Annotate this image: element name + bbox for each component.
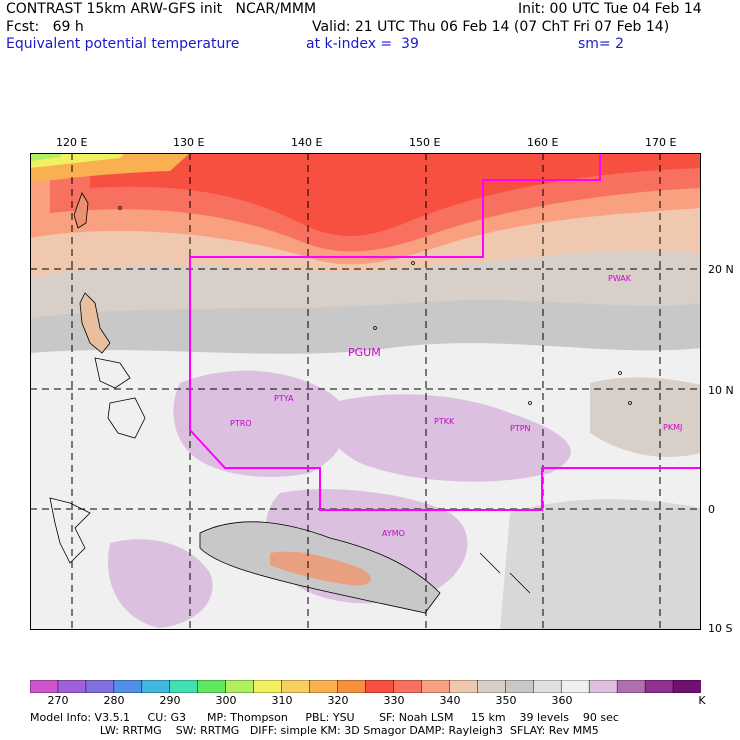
header-init-time: Init: 00 UTC Tue 04 Feb 14 <box>518 1 702 17</box>
land-luzon <box>79 292 111 354</box>
cb-label-280: 280 <box>103 694 125 707</box>
colorbar-swatch <box>616 680 646 693</box>
colorbar-swatch <box>672 680 701 693</box>
station-pwak: PWAK <box>608 274 632 283</box>
smoothing-label: sm= 2 <box>578 36 625 52</box>
colorbar-swatch <box>30 680 59 693</box>
station-ptkk: PTKK <box>434 417 455 426</box>
colorbar-swatch <box>253 680 283 693</box>
station-ptro: PTRO <box>230 419 252 428</box>
header-forecast-hour: Fcst: 69 h <box>6 19 84 35</box>
lon-label-150: 150 E <box>409 136 441 149</box>
field-name: Equivalent potential temperature <box>6 36 240 52</box>
land-mindanao <box>107 397 146 439</box>
lat-label-10n: 10 N <box>708 384 734 397</box>
map-frame <box>30 153 701 630</box>
model-info-line1: Model Info: V3.5.1 CU: G3 MP: Thompson P… <box>30 711 619 724</box>
land-sulawesi <box>49 497 91 564</box>
station-ptya: PTYA <box>274 394 294 403</box>
cb-unit: K <box>698 694 706 707</box>
band-300-corner <box>30 153 62 161</box>
lat-label-10s: 10 S <box>708 622 733 635</box>
lon-label-140: 140 E <box>291 136 323 149</box>
station-aymo: AYMO <box>382 529 405 538</box>
colorbar-swatch <box>365 680 395 693</box>
colorbar-swatch <box>449 680 479 693</box>
level-label: at k-index = 39 <box>306 36 419 52</box>
colorbar-swatch <box>560 680 590 693</box>
colorbar-swatch <box>337 680 367 693</box>
header-line1-left: CONTRAST 15km ARW-GFS init NCAR/MMM <box>6 1 317 17</box>
band-340-east-patch <box>590 377 701 457</box>
purple-patch-central <box>326 394 571 482</box>
cb-label-330: 330 <box>383 694 405 707</box>
lon-label-170: 170 E <box>645 136 677 149</box>
land-new-guinea-highlands <box>270 551 371 586</box>
colorbar-swatch <box>477 680 507 693</box>
purple-patch-sw <box>108 539 213 628</box>
land-visayas <box>94 357 131 389</box>
cb-label-320: 320 <box>327 694 349 707</box>
cb-label-270: 270 <box>47 694 69 707</box>
model-info-line2: LW: RRTMG SW: RRTMG DIFF: simple KM: 3D … <box>30 724 599 737</box>
colorbar-swatch <box>309 680 339 693</box>
cb-label-310: 310 <box>271 694 293 707</box>
lat-label-20n: 20 N <box>708 263 734 276</box>
colorbar-swatch <box>113 680 143 693</box>
lon-label-160: 160 E <box>527 136 559 149</box>
colorbar-swatch <box>281 680 311 693</box>
header-valid-time: Valid: 21 UTC Thu 06 Feb 14 (07 ChT Fri … <box>312 19 670 35</box>
lon-label-130: 130 E <box>173 136 205 149</box>
colorbar-swatch <box>421 680 451 693</box>
land-taiwan <box>73 192 89 229</box>
colorbar-swatch <box>85 680 115 693</box>
cb-label-360: 360 <box>551 694 573 707</box>
lat-lon-grid <box>30 153 701 630</box>
station-pgum: PGUM <box>348 346 381 359</box>
colorbar-swatch <box>533 680 562 693</box>
purple-patch-west <box>173 370 348 477</box>
cb-label-340: 340 <box>439 694 461 707</box>
colorbar-swatch <box>393 680 423 693</box>
lon-label-120: 120 E <box>56 136 88 149</box>
colorbar-swatch <box>644 680 674 693</box>
theta-e-map: PGUM PTYA PTRO PTKK PTPN PKMJ PWAK AYMO <box>30 153 701 630</box>
colorbar-swatch <box>141 680 171 693</box>
small-islands <box>118 206 632 594</box>
colorbar-swatch <box>505 680 535 693</box>
lat-label-eq: 0 <box>708 503 715 516</box>
colorbar-swatch <box>197 680 227 693</box>
band-325 <box>90 153 701 236</box>
cb-label-350: 350 <box>495 694 517 707</box>
band-350-south-grey <box>500 499 701 630</box>
colorbar-swatch <box>225 680 255 693</box>
colorbar-swatch <box>588 680 618 693</box>
station-pkmj: PKMJ <box>663 423 682 432</box>
station-ptpn: PTPN <box>510 424 531 433</box>
colorbar-swatch <box>169 680 199 693</box>
cb-label-290: 290 <box>159 694 181 707</box>
cb-label-300: 300 <box>215 694 237 707</box>
colorbar-swatch <box>57 680 87 693</box>
fir-boundary <box>189 153 701 511</box>
colorbar <box>30 680 701 693</box>
